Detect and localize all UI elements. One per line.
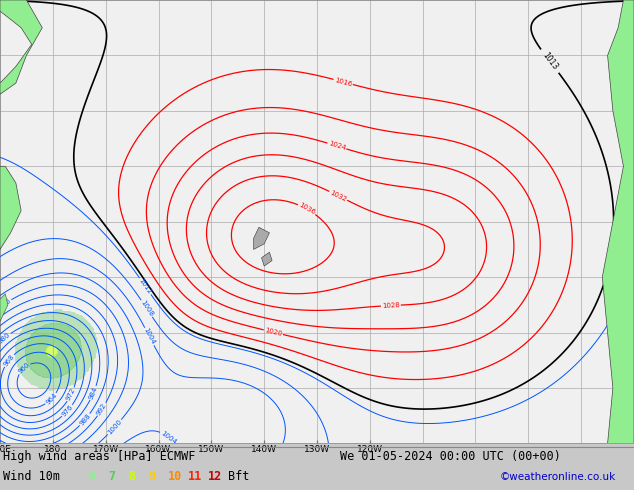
Polygon shape [0, 0, 42, 94]
Text: 976: 976 [61, 404, 74, 418]
Polygon shape [261, 252, 272, 266]
Text: 984: 984 [88, 386, 99, 400]
Text: High wind areas [HPa] ECMWF: High wind areas [HPa] ECMWF [3, 450, 195, 463]
Text: Bft: Bft [228, 470, 249, 483]
Text: We 01-05-2024 00:00 UTC (00+00): We 01-05-2024 00:00 UTC (00+00) [340, 450, 561, 463]
Text: 9: 9 [148, 470, 155, 483]
Text: 1004: 1004 [160, 430, 178, 445]
Text: 1016: 1016 [333, 77, 353, 87]
Polygon shape [254, 227, 269, 249]
Polygon shape [0, 166, 21, 249]
Text: 988: 988 [78, 413, 91, 427]
Text: Wind 10m: Wind 10m [3, 470, 60, 483]
Text: 6: 6 [88, 470, 95, 483]
Text: 12: 12 [208, 470, 223, 483]
Text: 7: 7 [108, 470, 115, 483]
Text: 1013: 1013 [540, 51, 559, 72]
Text: ©weatheronline.co.uk: ©weatheronline.co.uk [500, 472, 616, 482]
Text: 1004: 1004 [143, 327, 156, 346]
Text: 964: 964 [44, 392, 58, 406]
Text: 960: 960 [17, 362, 31, 375]
Text: 1012: 1012 [138, 277, 153, 295]
Text: 8: 8 [128, 470, 135, 483]
Text: 1032: 1032 [329, 189, 347, 202]
Text: 1008: 1008 [139, 299, 154, 318]
Text: 996: 996 [0, 297, 12, 310]
Text: 1024: 1024 [328, 141, 346, 151]
Text: 11: 11 [188, 470, 202, 483]
Text: 980: 980 [0, 331, 12, 345]
Text: 972: 972 [65, 387, 77, 402]
Text: 992: 992 [96, 402, 108, 416]
Text: 1000: 1000 [107, 418, 123, 436]
Text: 10: 10 [168, 470, 182, 483]
Text: 1020: 1020 [264, 327, 283, 337]
Polygon shape [0, 294, 8, 321]
Text: 968: 968 [3, 353, 15, 368]
Text: 1028: 1028 [382, 302, 400, 309]
Polygon shape [602, 0, 634, 443]
Text: 1036: 1036 [297, 202, 316, 216]
